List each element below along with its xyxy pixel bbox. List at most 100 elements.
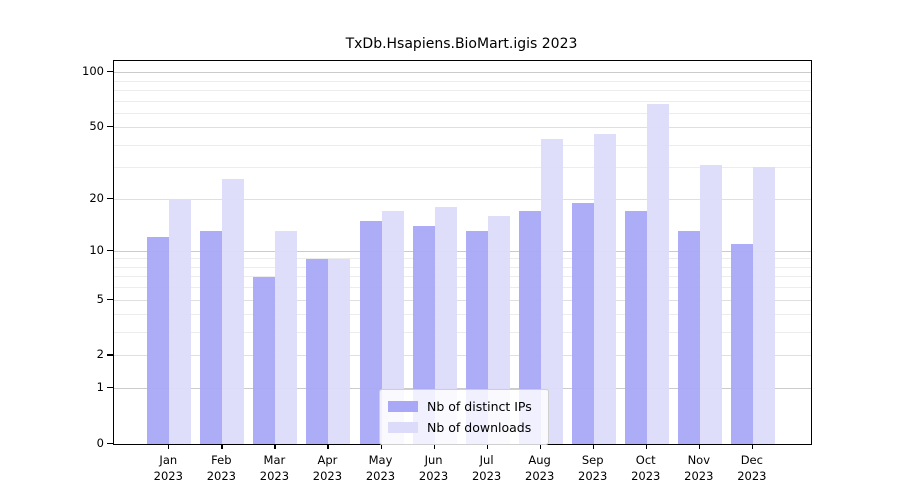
- x-tick-mark-may: [380, 444, 382, 449]
- bar-distinct-ips-feb: [200, 231, 223, 444]
- legend: Nb of distinct IPs Nb of downloads: [379, 389, 549, 445]
- x-tick-label-jan: Jan 2023: [138, 452, 198, 484]
- gridline-80: [114, 89, 811, 91]
- y-tick-label-0: 0: [96, 436, 104, 450]
- y-tick-mark-5: [107, 298, 113, 300]
- x-tick-label-oct: Oct 2023: [616, 452, 676, 484]
- bar-distinct-ips-sep: [571, 202, 594, 444]
- y-tick-label-2: 2: [96, 347, 104, 362]
- month-label: Sep: [581, 453, 604, 467]
- x-tick-label-mar: Mar 2023: [244, 452, 304, 484]
- month-label: Apr: [317, 453, 338, 467]
- month-label: Nov: [687, 453, 711, 467]
- chart-title: TxDb.Hsapiens.BioMart.igis 2023: [345, 36, 578, 52]
- legend-item-distinct-ips: Nb of distinct IPs: [388, 396, 538, 417]
- x-tick-label-sep: Sep 2023: [563, 452, 623, 484]
- y-tick-label-1: 1: [96, 380, 104, 395]
- x-tick-label-feb: Feb 2023: [191, 452, 251, 484]
- bar-distinct-ips-nov: [677, 231, 700, 444]
- legend-swatch-downloads: [388, 422, 418, 433]
- gridline-20: [114, 198, 811, 200]
- bar-downloads-jun: [434, 206, 457, 444]
- bar-downloads-dec: [752, 167, 775, 444]
- y-tick-mark-1: [107, 387, 113, 389]
- x-tick-mark-oct: [645, 444, 647, 449]
- bar-distinct-ips-jan: [147, 237, 170, 444]
- bar-downloads-may: [381, 211, 404, 444]
- x-tick-mark-apr: [327, 444, 329, 449]
- gridline-5: [114, 299, 811, 301]
- x-tick-mark-jul: [486, 444, 488, 449]
- gridline-10: [114, 250, 811, 252]
- gridline-8: [114, 266, 811, 268]
- gridline-7: [114, 276, 811, 278]
- gridline-6: [114, 287, 811, 289]
- year-label: 2023: [684, 469, 714, 483]
- x-tick-label-may: May 2023: [351, 452, 411, 484]
- bar-distinct-ips-may: [359, 220, 382, 444]
- gridline-50: [114, 127, 811, 129]
- bar-downloads-oct: [646, 104, 669, 444]
- month-label: May: [368, 453, 393, 467]
- year-label: 2023: [259, 469, 290, 483]
- gridline-1: [114, 388, 811, 390]
- x-tick-label-jun: Jun 2023: [404, 452, 464, 484]
- x-tick-label-apr: Apr 2023: [297, 452, 357, 484]
- y-tick-label-100: 100: [82, 64, 104, 79]
- legend-swatch-distinct-ips: [388, 401, 418, 412]
- y-tick-label-10: 10: [89, 242, 104, 257]
- gridline-9: [114, 258, 811, 260]
- bar-distinct-ips-apr: [306, 258, 329, 444]
- x-tick-mark-sep: [592, 444, 594, 449]
- bar-downloads-jan: [169, 198, 192, 444]
- x-tick-label-nov: Nov 2023: [669, 452, 729, 484]
- bar-downloads-mar: [275, 231, 298, 444]
- gridline-40: [114, 144, 811, 146]
- gridline-90: [114, 80, 811, 82]
- x-tick-mark-jun: [433, 444, 435, 449]
- gridline-60: [114, 112, 811, 114]
- bar-downloads-sep: [593, 133, 616, 444]
- bar-distinct-ips-oct: [624, 211, 647, 444]
- x-tick-mark-jan: [168, 444, 170, 449]
- bar-distinct-ips-aug: [518, 211, 541, 444]
- bar-distinct-ips-mar: [253, 276, 276, 444]
- y-tick-mark-0: [107, 443, 113, 445]
- x-tick-mark-mar: [274, 444, 276, 449]
- year-label: 2023: [631, 469, 661, 483]
- month-label: Jul: [479, 453, 494, 467]
- x-tick-mark-aug: [539, 444, 541, 449]
- x-tick-label-jul: Jul 2023: [457, 452, 517, 484]
- y-tick-mark-10: [107, 249, 113, 251]
- y-tick-label-5: 5: [96, 291, 104, 306]
- month-label: Feb: [211, 453, 232, 467]
- bar-distinct-ips-dec: [730, 243, 753, 444]
- year-label: 2023: [471, 469, 502, 483]
- year-label: 2023: [578, 469, 608, 483]
- month-label: Oct: [635, 453, 656, 467]
- gridline-30: [114, 167, 811, 169]
- year-label: 2023: [737, 469, 767, 483]
- legend-item-downloads: Nb of downloads: [388, 417, 538, 438]
- month-label: Jun: [424, 453, 443, 467]
- month-label: Dec: [740, 453, 763, 467]
- y-tick-label-20: 20: [89, 190, 104, 205]
- bar-downloads-aug: [540, 139, 563, 444]
- year-label: 2023: [525, 469, 555, 483]
- x-tick-mark-nov: [698, 444, 700, 449]
- y-tick-mark-2: [107, 354, 113, 356]
- month-label: Mar: [263, 453, 286, 467]
- legend-label-downloads: Nb of downloads: [427, 420, 532, 435]
- gridline-4: [114, 314, 811, 316]
- year-label: 2023: [418, 469, 449, 483]
- y-tick-mark-50: [107, 126, 113, 128]
- x-tick-mark-dec: [751, 444, 754, 449]
- year-label: 2023: [365, 469, 396, 483]
- bar-downloads-feb: [222, 178, 245, 444]
- x-tick-mark-feb: [221, 444, 223, 449]
- year-label: 2023: [312, 469, 343, 483]
- legend-label-distinct-ips: Nb of distinct IPs: [427, 399, 532, 414]
- bar-downloads-jul: [487, 215, 510, 444]
- gridline-70: [114, 100, 811, 102]
- bar-downloads-apr: [328, 258, 351, 444]
